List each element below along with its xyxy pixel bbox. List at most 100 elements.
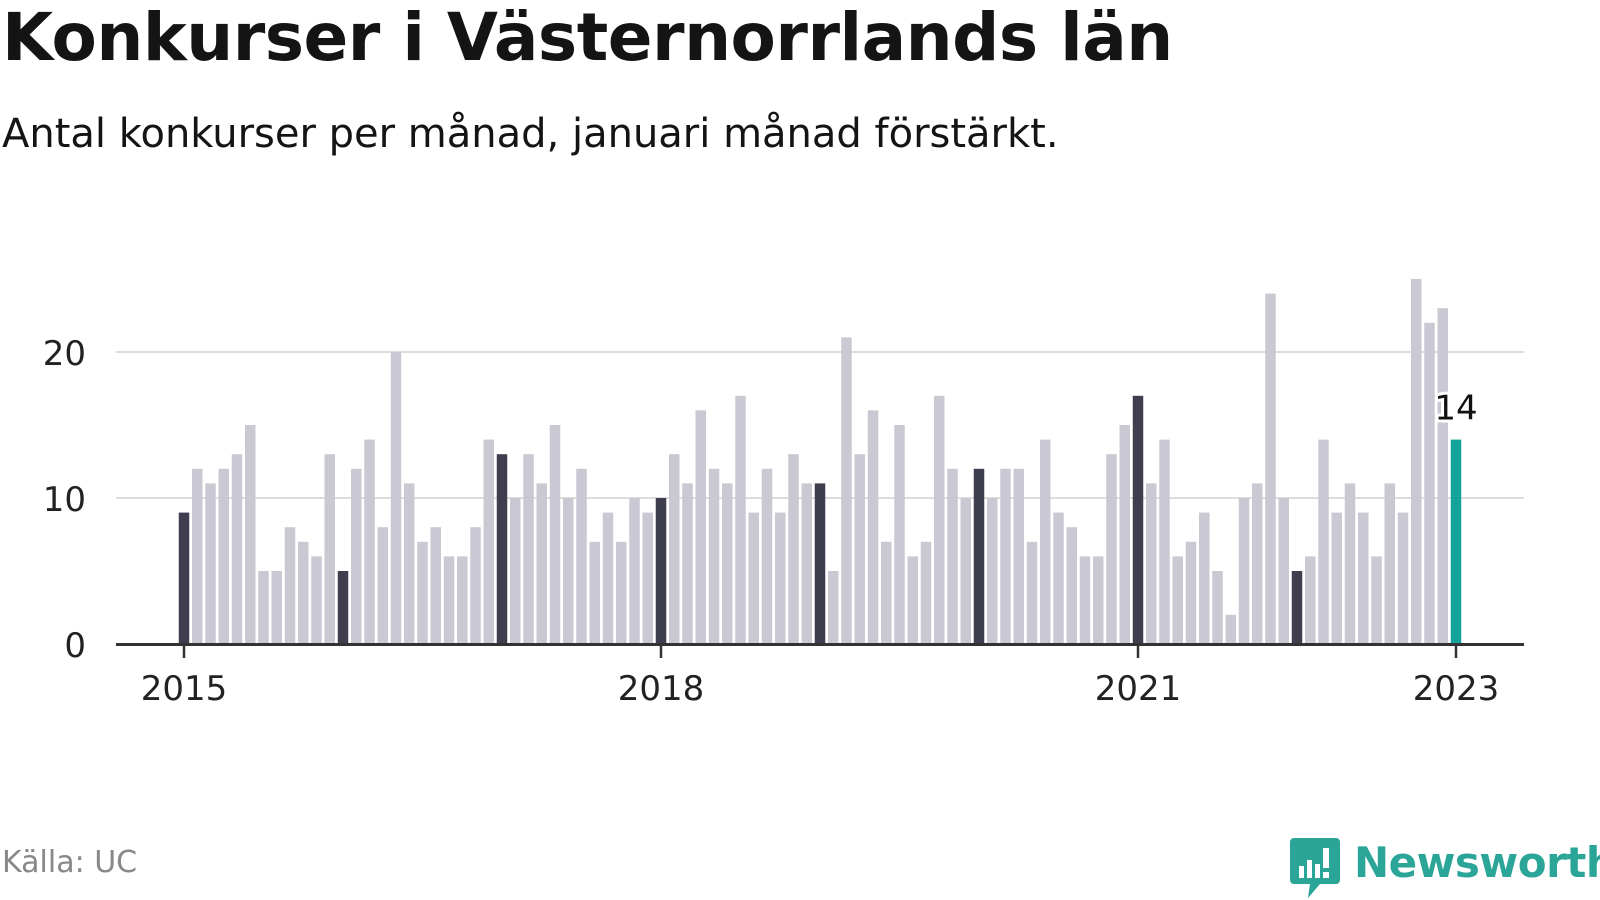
bar-2021-08 [1225,614,1236,644]
bar-2019-03 [841,337,852,644]
y-tick-label: 10 [43,480,86,520]
x-tick-label: 2015 [141,669,228,709]
bar-2016-11 [470,527,481,644]
bars [178,279,1462,644]
bar-2017-07 [576,468,587,644]
bar-2018-01 [655,498,667,644]
bar-2020-03 [1000,468,1011,644]
y-tick-label: 0 [64,626,86,666]
bar-2022-11 [1424,322,1435,644]
bar-2021-10 [1252,483,1263,644]
bar-2020-10 [1093,556,1104,644]
bar-2022-12 [1437,308,1448,644]
bar-2019-11 [947,468,958,644]
bar-2018-05 [708,468,720,644]
bar-2018-02 [669,454,680,644]
bar-2022-04 [1331,512,1342,644]
bar-2016-12 [483,439,494,644]
bar-2020-11 [1106,454,1117,644]
bar-2017-04 [536,483,547,644]
bar-2019-05 [867,410,879,644]
bar-2022-10 [1411,279,1422,644]
bar-2017-06 [563,498,574,644]
bar-2019-02 [828,571,839,644]
bar-2018-03 [682,483,693,644]
bar-2015-08 [271,571,282,644]
bar-2022-02 [1305,556,1316,644]
bar-2015-02 [192,468,203,644]
bar-2019-08 [907,556,918,644]
bar-2015-07 [258,571,269,644]
brand-name: Newsworthy [1354,838,1600,887]
bar-2017-01 [496,454,508,644]
bar-2016-02 [351,468,362,644]
bar-2019-06 [881,541,892,644]
bar-2020-02 [987,498,998,644]
bar-2016-07 [417,541,428,644]
source-note: Källa: UC [2,845,138,880]
chart-subtitle: Antal konkurser per månad, januari månad… [2,111,1059,157]
bar-2021-01 [1132,395,1144,644]
axes [116,643,1524,658]
bar-2022-09 [1397,512,1409,644]
x-tick-label: 2023 [1413,669,1500,709]
bar-2022-03 [1318,439,1329,644]
bar-2016-04 [377,527,388,644]
x-tick-label: 2018 [618,669,705,709]
bar-2023-01 [1450,439,1462,644]
y-tick-label: 20 [43,334,86,374]
bar-2015-01 [178,512,190,644]
bar-2019-09 [920,541,932,644]
bar-2017-05 [549,425,561,644]
bar-2016-06 [404,483,415,644]
bar-2021-03 [1159,439,1170,644]
bar-2015-06 [245,425,256,644]
labels: 0 10 20 2015 2018 2021 2023 14 [43,334,1500,709]
bar-2017-02 [510,498,521,644]
bar-2020-05 [1026,541,1038,644]
bar-2017-08 [589,541,600,644]
bar-2020-07 [1053,512,1064,644]
bar-2022-07 [1371,556,1382,644]
bar-2021-05 [1185,541,1197,644]
bar-2021-07 [1212,571,1223,644]
bar-2021-12 [1278,498,1289,644]
bar-2020-01 [973,468,985,644]
bar-2017-03 [523,454,534,644]
bar-2022-05 [1344,483,1356,644]
bar-2017-11 [629,498,640,644]
bar-2016-09 [443,556,455,644]
bar-2016-08 [430,527,441,644]
bar-2015-03 [205,483,216,644]
bar-2019-12 [960,498,971,644]
bar-2020-09 [1079,556,1091,644]
bar-2018-10 [775,512,786,644]
bar-2019-01 [814,483,826,644]
bar-2020-12 [1119,425,1130,644]
bar-2017-09 [602,512,614,644]
x-tick-label: 2021 [1095,669,1182,709]
bar-2016-05 [390,352,402,644]
bar-2015-05 [231,454,243,644]
bar-2015-10 [298,541,309,644]
bar-2018-07 [735,395,746,644]
bar-2017-12 [642,512,653,644]
bar-2018-12 [801,483,812,644]
bar-2015-09 [284,527,296,644]
bar-2020-06 [1040,439,1051,644]
bar-2015-12 [324,454,335,644]
bar-2020-08 [1066,527,1077,644]
bar-2021-06 [1199,512,1210,644]
bar-2015-11 [311,556,322,644]
bar-2016-10 [457,556,468,644]
bar-2015-04 [218,468,229,644]
newsworthy-logo: Newsworthy [1290,838,1600,900]
chart-title: Konkurser i Västernorrlands län [2,0,1173,76]
bar-2022-01 [1291,571,1303,644]
bar-2016-03 [364,439,375,644]
bar-2021-02 [1146,483,1157,644]
bar-2022-08 [1384,483,1395,644]
bar-2021-09 [1238,498,1250,644]
bar-2016-01 [337,571,349,644]
